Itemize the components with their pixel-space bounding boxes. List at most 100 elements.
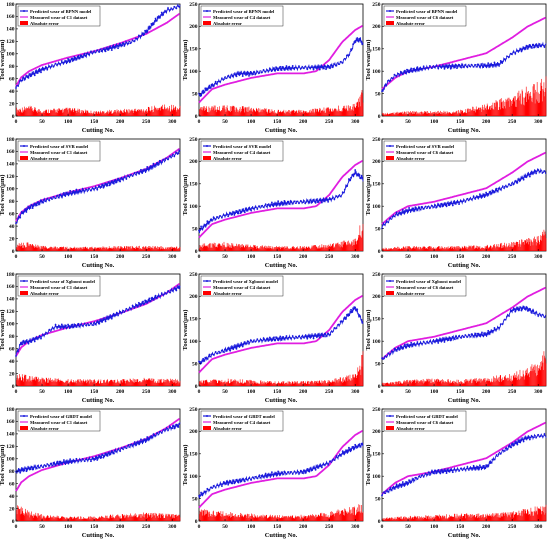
predicted-point [295, 67, 298, 69]
error-bar [44, 379, 45, 386]
error-bar [45, 517, 47, 521]
predicted-point [420, 67, 423, 70]
predicted-point [106, 48, 109, 51]
error-bar [243, 247, 245, 251]
predicted-point [456, 201, 458, 204]
error-bar [338, 244, 339, 251]
error-bar [301, 247, 303, 251]
predicted-point [252, 73, 255, 76]
error-bar [163, 378, 165, 386]
error-bar [434, 516, 436, 521]
error-bar [113, 112, 114, 116]
error-bar [394, 247, 396, 251]
predicted-point [293, 200, 296, 203]
error-bar [467, 515, 468, 521]
legend-entry: Absolute error [30, 291, 59, 296]
error-bar [261, 245, 263, 251]
error-bar [406, 381, 408, 386]
error-bar [455, 518, 456, 521]
error-bar [16, 247, 18, 251]
error-bar [541, 511, 543, 521]
predicted-point [458, 203, 460, 206]
predicted-point [19, 79, 22, 82]
predicted-point [302, 336, 305, 339]
error-bar [309, 517, 311, 521]
error-bar [223, 108, 225, 116]
predicted-point [456, 67, 458, 69]
y-tick-label: 20 [9, 506, 15, 512]
error-bar [255, 381, 257, 386]
error-bar [179, 517, 181, 521]
error-bar [535, 372, 536, 386]
error-bar [137, 517, 139, 521]
error-bar [55, 112, 56, 116]
error-bar [43, 516, 44, 521]
error-bar [543, 507, 545, 521]
error-bar [412, 113, 414, 116]
predicted-point [422, 475, 425, 478]
error-bar [403, 382, 404, 386]
error-bar [451, 516, 453, 521]
error-bar [30, 380, 31, 386]
error-bar [444, 380, 446, 386]
error-bar [348, 110, 350, 116]
error-bar [488, 109, 490, 116]
error-bar [430, 111, 431, 116]
error-bar [531, 511, 533, 521]
predicted-point [277, 470, 280, 473]
predicted-point [177, 426, 180, 428]
y-tick-label: 160 [6, 419, 15, 425]
error-bar [147, 378, 149, 386]
error-bar [533, 238, 534, 251]
error-bar [229, 247, 231, 251]
predicted-point [431, 471, 433, 474]
error-bar [473, 108, 475, 116]
error-bar [431, 113, 432, 116]
error-bar [24, 513, 25, 521]
predicted-point [510, 52, 513, 55]
error-bar [419, 516, 420, 521]
error-bar [77, 517, 78, 521]
error-bar [121, 112, 123, 116]
error-bar [481, 111, 482, 116]
error-bar [410, 248, 412, 251]
error-bar [247, 380, 248, 386]
error-bar [425, 112, 427, 116]
error-bar [410, 247, 411, 251]
error-bar [94, 380, 96, 386]
measured-line [198, 430, 363, 509]
error-bar [142, 112, 143, 116]
error-bar [387, 384, 389, 386]
error-bar [319, 516, 321, 521]
error-bar [37, 517, 38, 521]
error-bar [31, 381, 32, 386]
error-bar [126, 516, 128, 521]
error-bar [449, 248, 450, 251]
error-bar [448, 379, 449, 386]
predicted-point [420, 205, 423, 208]
error-bar [103, 112, 104, 116]
error-bar [81, 519, 82, 521]
error-bar [305, 247, 307, 251]
predicted-point [395, 348, 398, 351]
error-bar [496, 244, 497, 251]
chart-svg: 0 50 100 150 200 250 300050100150200250Cutting… [182, 137, 364, 269]
error-bar [470, 378, 472, 386]
error-bar [58, 379, 59, 386]
legend-entry: Absolute error [396, 156, 425, 161]
error-bar [87, 518, 89, 521]
error-bar [285, 110, 287, 116]
error-bar [440, 247, 441, 251]
error-bar [270, 516, 272, 521]
y-tick-label: 150 [372, 47, 381, 53]
error-bar [282, 383, 283, 386]
error-bar [513, 241, 515, 251]
error-bar [115, 111, 117, 116]
error-bar [68, 107, 70, 116]
legend-entry: Absolute error [213, 426, 242, 431]
predicted-point [433, 472, 435, 475]
error-bar [39, 515, 40, 521]
error-bar [49, 518, 51, 521]
error-bar [169, 105, 170, 116]
error-bar [221, 381, 222, 386]
